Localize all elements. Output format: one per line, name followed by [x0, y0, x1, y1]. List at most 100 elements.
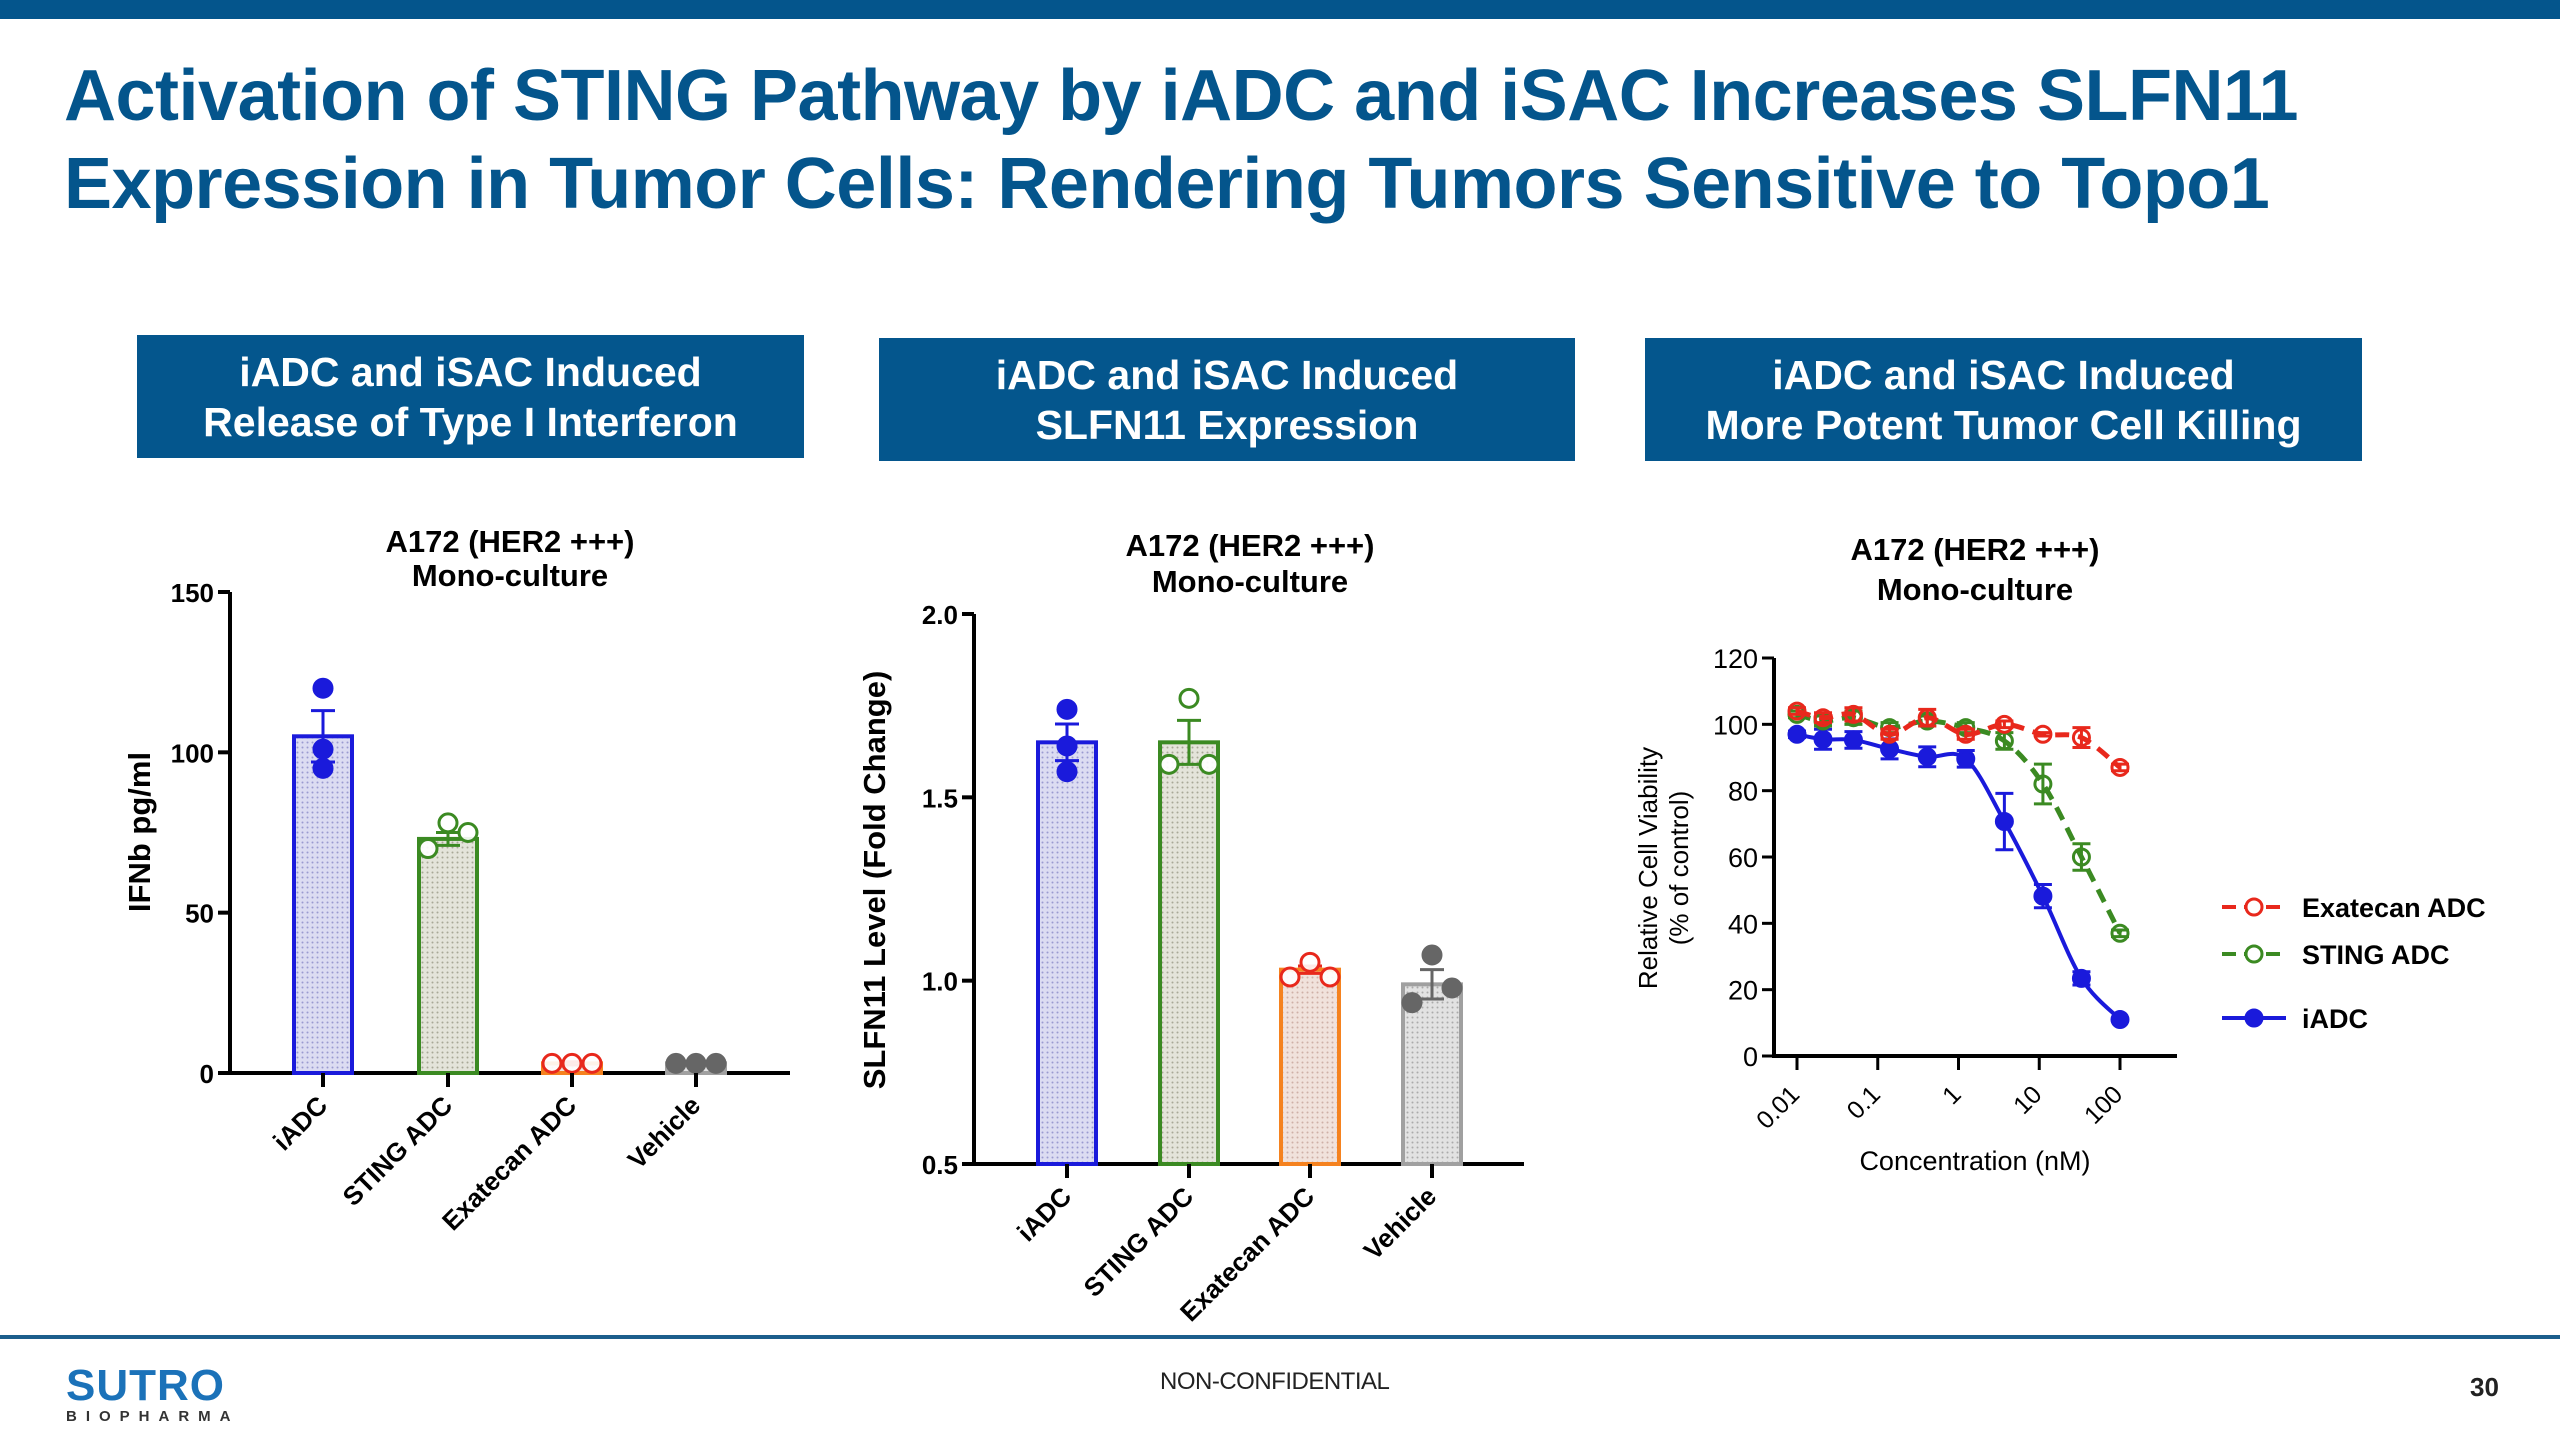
data-point-iadc [1843, 730, 1863, 750]
bar-exatecan-adc [1279, 967, 1341, 1167]
panel-header-interferon: iADC and iSAC Induced Release of Type I … [137, 335, 804, 458]
logo-wordmark: SUTRO [66, 1361, 225, 1410]
x-tick-label: STING ADC [1078, 1181, 1200, 1303]
bar-iadc [1036, 740, 1098, 1166]
chart-3-y-axis-label-line-2: (% of control) [1664, 791, 1694, 946]
data-point [437, 812, 459, 834]
x-tick-label: iADC [267, 1090, 333, 1156]
data-point-iadc [2071, 968, 2091, 988]
data-point [705, 1052, 727, 1074]
panel-header-line-1: iADC and iSAC Induced [239, 348, 702, 395]
top-accent-bar [0, 0, 2560, 19]
y-tick-label: 40 [1728, 909, 1758, 939]
data-point [1158, 753, 1180, 775]
series-line-exatecan-adc [1796, 708, 2122, 770]
series-line-iadc [1796, 732, 2122, 1021]
data-point-iadc [2033, 886, 2053, 906]
x-tick-label: STING ADC [337, 1090, 459, 1212]
y-tick-label: 20 [1728, 976, 1758, 1006]
chart-3-title-line-2: Mono-culture [1877, 572, 2073, 607]
data-point [541, 1052, 563, 1074]
x-tick-label: Vehicle [622, 1090, 707, 1175]
data-point [312, 738, 334, 760]
data-point-exatecan-adc [2033, 724, 2053, 744]
chart-1-y-axis-label: IFNb pg/ml [122, 752, 157, 912]
chart-2-title-line-2: Mono-culture [1152, 564, 1348, 599]
chart-1: A172 (HER2 +++) Mono-culture IFNb pg/ml … [122, 524, 790, 1236]
chart-3-marks: 0 20 40 60 80 100 120 0.01 0.1 1 10 100 [1713, 644, 2177, 1135]
confidentiality-label: NON-CONFIDENTIAL [1160, 1368, 1390, 1395]
data-point-iadc [2110, 1010, 2130, 1030]
chart-2-title-line-1: A172 (HER2 +++) [1126, 528, 1375, 563]
slide-title: Activation of STING Pathway by iADC and … [64, 52, 2504, 228]
panel-header-slfn11: iADC and iSAC Induced SLFN11 Expression [879, 338, 1575, 461]
y-tick-label: 80 [1728, 777, 1758, 807]
y-tick-label: 2.0 [922, 600, 958, 630]
footer-divider [0, 1335, 2560, 1339]
bar-vehicle [1401, 982, 1463, 1166]
x-tick-label: 0.1 [1842, 1080, 1886, 1124]
data-point-exatecan-adc [1994, 714, 2014, 734]
panel-header-line-2: SLFN11 Expression [1035, 401, 1419, 448]
chart-3-title-line-1: A172 (HER2 +++) [1851, 532, 2100, 567]
data-point [1198, 753, 1220, 775]
data-point [685, 1052, 707, 1074]
x-tick-label: 0.01 [1751, 1080, 1805, 1134]
data-point [665, 1052, 687, 1074]
data-point [1421, 944, 1443, 966]
data-point [1056, 761, 1078, 783]
chart-1-title-line-1: A172 (HER2 +++) [386, 524, 635, 559]
data-point-exatecan-adc [1880, 724, 1900, 744]
x-tick-label: 1 [1937, 1080, 1967, 1110]
chart-2: A172 (HER2 +++) Mono-culture SLFN11 Leve… [857, 528, 1524, 1327]
data-point-exatecan-adc [1813, 708, 1833, 728]
bar-sting-adc [1158, 740, 1220, 1166]
data-point [581, 1052, 603, 1074]
chart-3-legend: Exatecan ADC STING ADC iADC [2222, 893, 2486, 1034]
y-tick-label: 1.5 [922, 783, 958, 813]
data-point-exatecan-adc [1956, 724, 1976, 744]
y-tick-label: 100 [1713, 710, 1758, 740]
legend-marker [2244, 897, 2264, 917]
y-tick-label: 50 [185, 899, 214, 929]
y-tick-label: 60 [1728, 843, 1758, 873]
data-point-exatecan-adc [2110, 757, 2130, 777]
data-point [312, 757, 334, 779]
data-point [1319, 966, 1341, 988]
data-point [1299, 951, 1321, 973]
panel-header-line-1: iADC and iSAC Induced [995, 351, 1459, 398]
data-point [1441, 977, 1463, 999]
legend-label: STING ADC [2302, 940, 2450, 970]
data-point-exatecan-adc [1917, 708, 1937, 728]
x-tick-label: 10 [2008, 1080, 2047, 1119]
data-point-sting-adc [2110, 923, 2130, 943]
company-logo: SUTRO BIOPHARMA [66, 1361, 240, 1426]
data-point [1056, 735, 1078, 757]
x-tick-label: iADC [1011, 1181, 1077, 1247]
data-point-iadc [1813, 729, 1833, 749]
data-point [417, 838, 439, 860]
legend-marker [2244, 1008, 2264, 1028]
data-point [1401, 992, 1423, 1014]
chart-1-title-line-2: Mono-culture [412, 558, 608, 593]
x-tick-label: Exatecan ADC [436, 1090, 582, 1236]
y-tick-label: 0 [200, 1059, 214, 1089]
data-point-sting-adc [2071, 847, 2091, 867]
data-point [457, 822, 479, 843]
y-tick-label: 120 [1713, 644, 1758, 674]
data-point-iadc [1994, 812, 2014, 832]
x-tick-label: Vehicle [1358, 1181, 1443, 1266]
chart-3-x-axis-label: Concentration (nM) [1859, 1146, 2090, 1176]
panel-header-killing: iADC and iSAC Induced More Potent Tumor … [1645, 338, 2362, 461]
data-point [312, 677, 334, 699]
legend-marker [2244, 944, 2264, 964]
data-point-exatecan-adc [1787, 701, 1807, 721]
data-point-sting-adc [2033, 774, 2053, 794]
y-tick-label: 0.5 [922, 1150, 958, 1180]
y-tick-label: 1.0 [922, 967, 958, 997]
data-point [1279, 966, 1301, 988]
data-point-iadc [1956, 749, 1976, 769]
